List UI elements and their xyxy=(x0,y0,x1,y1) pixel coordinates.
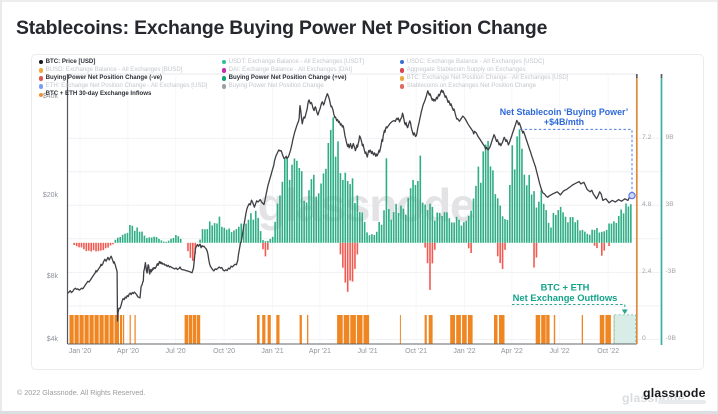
svg-text:Net Stablecoin ‘Buying Power’: Net Stablecoin ‘Buying Power’ xyxy=(500,107,629,117)
svg-text:+$4B/mth: +$4B/mth xyxy=(544,117,584,127)
svg-text:Net Exchange Outflows: Net Exchange Outflows xyxy=(513,292,618,303)
svg-text:BTC + ETH: BTC + ETH xyxy=(541,282,590,293)
